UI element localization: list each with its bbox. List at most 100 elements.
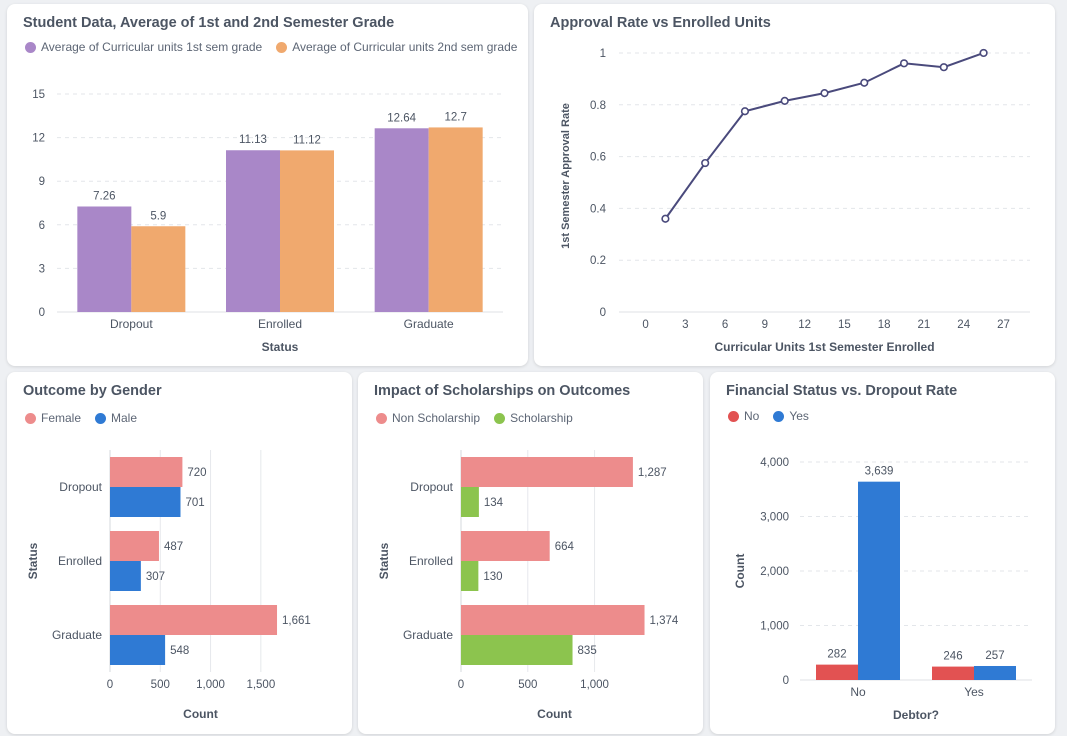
legend-label: Male — [111, 411, 138, 425]
legend-item-yes[interactable]: Yes — [773, 409, 809, 423]
series-line — [664, 52, 984, 220]
data-label: 257 — [985, 650, 1004, 662]
y-tick-label: 4,000 — [760, 457, 789, 469]
x-axis-title: Count — [537, 707, 572, 721]
gender-title: Outcome by Gender — [23, 383, 162, 399]
legend-swatch — [376, 412, 387, 424]
approval-title: Approval Rate vs Enrolled Units — [550, 15, 771, 31]
legend-item-male[interactable]: Male — [95, 411, 137, 425]
bar — [110, 457, 183, 487]
gender-legend: Female Male — [25, 411, 137, 425]
data-point — [740, 107, 750, 116]
data-label: 11.13 — [239, 134, 267, 146]
legend-swatch — [95, 412, 107, 424]
y-tick-label: 1 — [600, 48, 606, 60]
x-tick-label: 0 — [107, 679, 113, 691]
debtor-legend: No Yes — [728, 409, 809, 423]
bar — [858, 481, 900, 680]
x-tick-label: No — [850, 685, 866, 699]
grades-chart: 0 3 6 9 12 15 7.26 5.9 Dropout 11.13 11.12 Enrolled… — [32, 89, 503, 354]
legend-item-no[interactable]: No — [728, 409, 759, 423]
data-label: 720 — [187, 467, 206, 479]
data-label: 548 — [170, 645, 189, 657]
x-tick-label: 500 — [151, 679, 170, 691]
legend-label: Scholarship — [510, 411, 573, 425]
bar — [461, 457, 633, 487]
y-axis-title: Status — [377, 542, 391, 579]
bar — [461, 531, 550, 561]
bar — [110, 605, 278, 635]
legend-swatch — [25, 412, 36, 424]
y-tick-label: 12 — [32, 133, 45, 145]
debtor-card: Financial Status vs. Dropout Rate No Yes… — [710, 372, 1055, 734]
x-axis-title: Status — [262, 340, 299, 354]
grades-title: Student Data, Average of 1st and 2nd Sem… — [23, 15, 395, 31]
bar — [932, 666, 974, 680]
x-tick-label: Graduate — [404, 317, 454, 331]
grades-card: Student Data, Average of 1st and 2nd Sem… — [7, 4, 528, 366]
y-tick-label: 0.4 — [590, 203, 607, 215]
data-label: 12.64 — [387, 112, 416, 124]
x-tick-label: 9 — [762, 319, 768, 331]
data-point — [820, 89, 829, 98]
y-tick-label: 3,000 — [760, 512, 789, 524]
x-axis-title: Curricular Units 1st Semester Enrolled — [714, 340, 934, 354]
x-tick-label: 18 — [878, 319, 891, 331]
data-point — [701, 158, 710, 168]
legend-swatch — [494, 412, 506, 424]
legend-item-non-scholarship[interactable]: Non Scholarship — [376, 411, 480, 425]
data-point — [780, 96, 789, 105]
y-tick-label: Graduate — [403, 628, 453, 642]
data-label: 246 — [943, 651, 962, 663]
x-tick-label: 12 — [798, 319, 811, 331]
x-tick-label: 0 — [642, 319, 648, 331]
y-tick-label: 0 — [39, 307, 45, 319]
x-tick-label: Enrolled — [258, 317, 302, 331]
bar — [374, 128, 429, 312]
debtor-chart: 0 1,000 2,000 3,000 4,000 282 3,639 No 246 257 Yes… — [733, 457, 1032, 722]
x-tick-label: 500 — [518, 679, 537, 691]
y-tick-label: 0 — [783, 675, 789, 687]
legend-item-2nd-sem[interactable]: Average of Curricular units 2nd sem grad… — [276, 40, 517, 54]
data-label: 5.9 — [150, 210, 166, 222]
legend-label: No — [744, 409, 760, 423]
grades-legend: Average of Curricular units 1st sem grad… — [25, 40, 517, 54]
data-label: 664 — [555, 541, 575, 553]
data-label: 1,374 — [650, 615, 679, 627]
legend-item-1st-sem[interactable]: Average of Curricular units 1st sem grad… — [25, 40, 262, 54]
x-tick-label: Dropout — [110, 317, 153, 331]
bar — [428, 127, 483, 312]
data-point — [860, 78, 869, 87]
data-point — [661, 214, 670, 223]
data-point — [979, 48, 988, 58]
scholarship-legend: Non Scholarship Scholarship — [376, 411, 573, 425]
data-point — [939, 63, 948, 72]
legend-label: Average of Curricular units 1st sem grad… — [41, 40, 263, 54]
y-axis-title: 1st Semester Approval Rate — [560, 103, 572, 249]
y-tick-label: 0.6 — [590, 152, 606, 164]
legend-item-female[interactable]: Female — [25, 411, 81, 425]
data-label: 282 — [827, 649, 846, 661]
x-tick-label: Yes — [964, 685, 984, 699]
data-label: 1,287 — [638, 467, 667, 479]
data-label: 11.12 — [293, 134, 321, 146]
x-axis-title: Debtor? — [893, 708, 939, 722]
x-tick-label: 3 — [682, 319, 688, 331]
x-tick-label: 1,000 — [580, 679, 609, 691]
y-tick-label: 0 — [600, 307, 606, 319]
bar — [131, 226, 186, 312]
data-label: 12.7 — [444, 111, 466, 123]
y-tick-label: Enrolled — [409, 554, 453, 568]
data-label: 1,661 — [282, 615, 311, 627]
x-axis-title: Count — [183, 707, 218, 721]
scholarship-chart: 0 500 1,000 1,287 134 Dropout 664 130 Enrolled 1,… — [377, 450, 679, 721]
data-label: 134 — [484, 497, 504, 509]
bar — [461, 605, 645, 635]
bar — [110, 635, 166, 665]
gender-card: Outcome by Gender Female Male 0 500 1,000 1… — [7, 372, 352, 734]
x-tick-label: 6 — [722, 319, 728, 331]
y-tick-label: 9 — [39, 176, 45, 188]
legend-item-scholarship[interactable]: Scholarship — [494, 411, 573, 425]
bar — [226, 150, 280, 312]
scholarship-title: Impact of Scholarships on Outcomes — [374, 383, 631, 399]
